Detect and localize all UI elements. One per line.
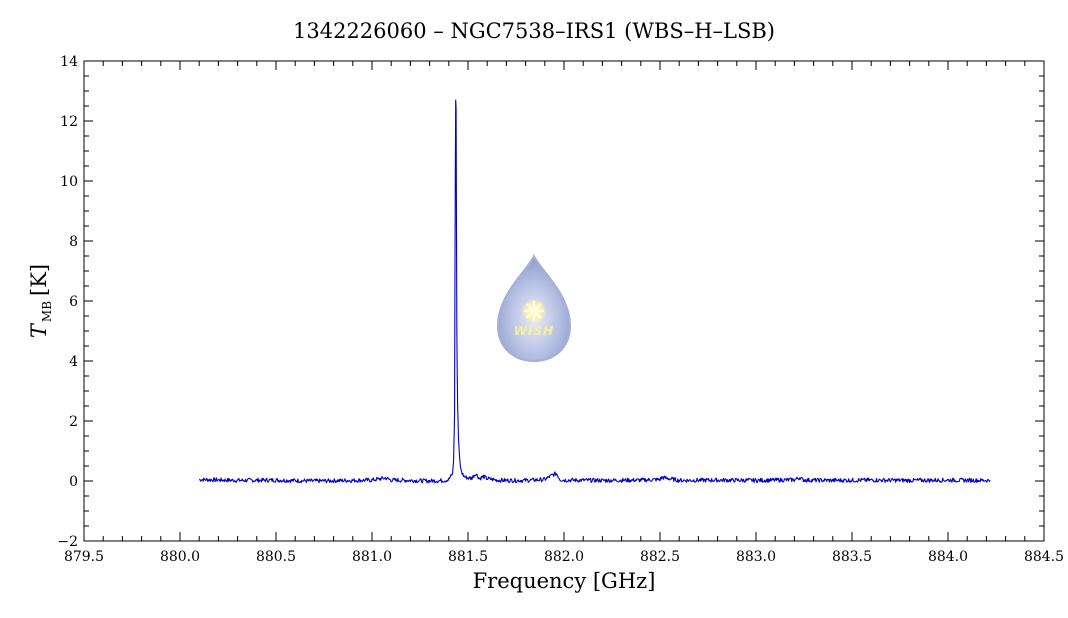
- chart-title: 1342226060 – NGC7538–IRS1 (WBS–H–LSB): [293, 19, 775, 43]
- x-axis-ticks: 879.5 880.0 880.5 881.0 881.5 882.0 882.5 883.0…: [64, 61, 1064, 565]
- x-tick-label: 879.5: [64, 549, 104, 565]
- y-tick-label: 0: [69, 474, 78, 490]
- x-tick-label: 882.0: [544, 549, 584, 565]
- x-tick-label: 883.5: [832, 549, 872, 565]
- y-tick-label: −2: [57, 534, 78, 550]
- x-tick-label: 884.5: [1024, 549, 1064, 565]
- svg-text:TMB[K]: TMB [K]: [27, 264, 54, 338]
- y-tick-label: 2: [69, 414, 78, 430]
- y-axis-label-symbol: T: [27, 322, 51, 338]
- star-icon: [524, 301, 544, 321]
- y-axis-ticks: −2 0 2 4 6 8 10 12 14: [57, 54, 1044, 550]
- x-axis-label: Frequency [GHz]: [473, 569, 656, 593]
- y-axis-label-subscript: MB: [40, 301, 54, 322]
- x-tick-label: 881.5: [448, 549, 488, 565]
- wish-logo: WISH: [496, 253, 572, 363]
- y-tick-label: 14: [60, 54, 78, 70]
- x-tick-label: 884.0: [928, 549, 968, 565]
- y-tick-label: 4: [69, 354, 78, 370]
- y-axis-label-unit: [K]: [27, 264, 51, 296]
- wish-logo-text: WISH: [514, 324, 554, 338]
- y-tick-label: 6: [69, 294, 78, 310]
- y-tick-label: 8: [69, 234, 78, 250]
- x-tick-label: 882.5: [640, 549, 680, 565]
- x-tick-label: 880.5: [256, 549, 296, 565]
- spectrum-line: [198, 99, 991, 484]
- x-tick-label: 883.0: [736, 549, 776, 565]
- x-tick-label: 881.0: [352, 549, 392, 565]
- y-tick-label: 12: [60, 114, 78, 130]
- y-tick-label: 10: [60, 174, 78, 190]
- x-tick-label: 880.0: [160, 549, 200, 565]
- y-axis-label: TMB [K]: [27, 264, 54, 338]
